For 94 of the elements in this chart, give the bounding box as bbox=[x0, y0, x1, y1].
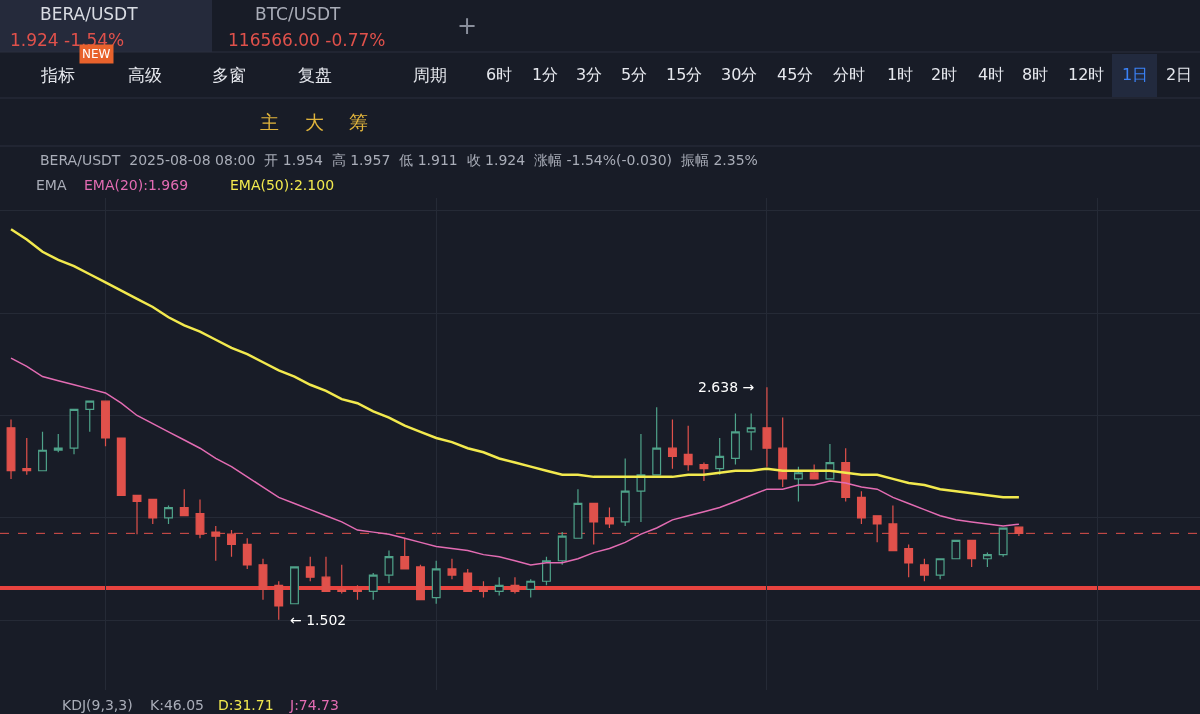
text: 分时 bbox=[833, 65, 865, 84]
text: K:46.05 bbox=[150, 697, 204, 713]
text: 30分 bbox=[721, 65, 758, 84]
annotation: 2.638 → bbox=[698, 379, 755, 395]
candlestick bbox=[526, 578, 536, 599]
candlestick bbox=[998, 527, 1008, 558]
candlestick bbox=[904, 543, 914, 578]
text: 复盘 bbox=[298, 65, 332, 85]
candlestick bbox=[164, 504, 173, 525]
candlestick bbox=[573, 488, 583, 539]
candlestick bbox=[353, 584, 362, 601]
candlestick bbox=[872, 515, 882, 543]
candlestick bbox=[479, 580, 488, 599]
text: + bbox=[457, 12, 478, 40]
text: 1分 bbox=[532, 65, 559, 84]
text: 1时 bbox=[887, 65, 914, 84]
candlestick bbox=[809, 463, 819, 480]
text: 5分 bbox=[621, 65, 648, 84]
candlestick bbox=[730, 412, 740, 466]
annotation: ← 1.502 bbox=[290, 612, 347, 628]
text: 大 bbox=[305, 111, 324, 133]
candlestick bbox=[919, 558, 929, 582]
text: EMA(50):2.100 bbox=[230, 177, 335, 193]
candlestick bbox=[69, 408, 79, 455]
candlestick bbox=[38, 431, 47, 472]
text: 高级 bbox=[128, 65, 162, 85]
candlestick bbox=[699, 461, 709, 482]
text: BTC/USDT bbox=[255, 4, 341, 24]
candlestick bbox=[85, 400, 95, 433]
text: EMA(20):1.969 bbox=[84, 177, 189, 193]
text: 4时 bbox=[978, 65, 1005, 84]
candlestick bbox=[793, 466, 803, 503]
candlestick bbox=[463, 568, 473, 593]
candlestick bbox=[935, 558, 945, 580]
text: 12时 bbox=[1068, 65, 1105, 84]
candlestick bbox=[636, 433, 646, 523]
candlestick bbox=[242, 537, 252, 570]
text: 8时 bbox=[1022, 65, 1049, 84]
candlestick bbox=[667, 418, 677, 470]
candlestick bbox=[557, 531, 567, 566]
candlestick bbox=[604, 506, 614, 529]
text: 1日 bbox=[1122, 65, 1149, 84]
candlestick bbox=[274, 580, 284, 621]
text: D:31.71 bbox=[218, 697, 274, 713]
candlestick bbox=[431, 560, 441, 605]
candlestick bbox=[951, 539, 961, 560]
text: 2日 bbox=[1166, 65, 1193, 84]
candlestick bbox=[6, 418, 16, 480]
text: 筹 bbox=[349, 111, 368, 133]
candlestick bbox=[258, 558, 268, 601]
candlestick bbox=[368, 572, 378, 601]
candlestick bbox=[494, 576, 504, 597]
candlestick bbox=[337, 564, 347, 595]
candlestick bbox=[715, 437, 725, 476]
candlestick bbox=[982, 551, 992, 568]
candlestick bbox=[148, 498, 158, 525]
candlestick bbox=[53, 433, 63, 453]
candlestick bbox=[321, 556, 331, 593]
text: 2时 bbox=[931, 65, 958, 84]
text: 6时 bbox=[486, 65, 513, 84]
candlestick bbox=[290, 566, 299, 605]
candlestick bbox=[400, 537, 410, 570]
candlestick bbox=[856, 490, 866, 525]
candlestick bbox=[179, 488, 189, 517]
candlestick bbox=[652, 406, 662, 476]
text: NEW bbox=[82, 47, 111, 61]
candlestick bbox=[22, 437, 32, 476]
candlestick bbox=[447, 558, 457, 580]
candlestick bbox=[762, 386, 772, 468]
text: BERA/USDT bbox=[40, 4, 139, 24]
text: 116566.00 -0.77% bbox=[228, 30, 386, 50]
candlestick bbox=[101, 400, 110, 447]
candlestick bbox=[778, 416, 788, 488]
candlestick bbox=[620, 457, 630, 527]
candlestick bbox=[683, 425, 693, 472]
text: 多窗 bbox=[212, 65, 246, 85]
candlestick bbox=[305, 556, 315, 582]
candlestick bbox=[416, 564, 425, 601]
candlestick bbox=[384, 549, 394, 584]
text: 3分 bbox=[576, 65, 603, 84]
text: 主 bbox=[260, 111, 279, 133]
candlestick bbox=[746, 412, 756, 451]
candlestick bbox=[510, 576, 520, 595]
candlestick bbox=[116, 437, 126, 496]
text: KDJ(9,3,3) bbox=[62, 697, 133, 713]
text: 指标 bbox=[40, 65, 75, 85]
text: EMA bbox=[36, 177, 67, 193]
candlestick bbox=[542, 556, 551, 586]
text: 45分 bbox=[777, 65, 814, 84]
text: 周期 bbox=[413, 65, 447, 85]
text: J:74.73 bbox=[289, 697, 339, 713]
text: 15分 bbox=[666, 65, 703, 84]
candlestick bbox=[967, 539, 977, 568]
chart-title: BERA/USDT 2025-08-08 08:00 开 1.954 高 1.957 低 1.911 收 1.924 涨幅 -1.54%(-0.030) 振幅 2.35% bbox=[40, 152, 758, 168]
